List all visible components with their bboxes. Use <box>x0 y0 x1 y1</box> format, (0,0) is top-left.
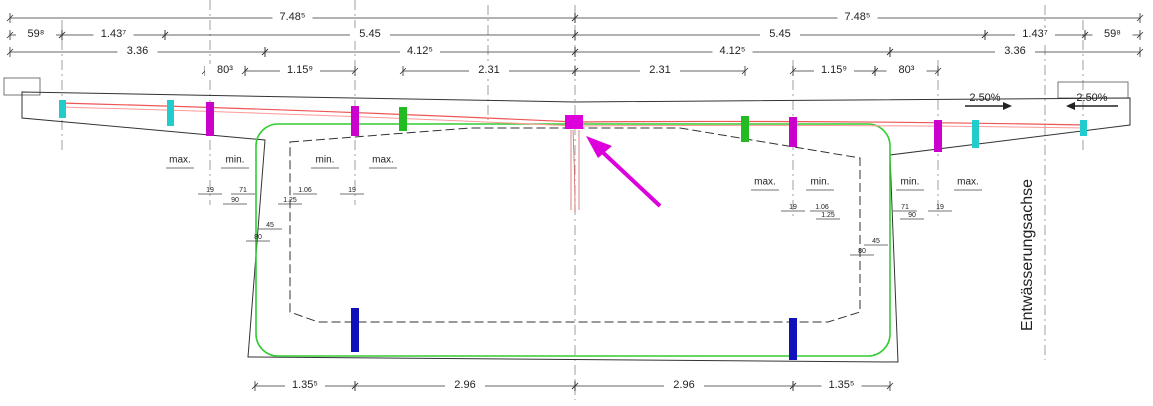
dimension-label: 7.48⁵ <box>280 11 306 23</box>
limit-label: min. <box>226 155 245 166</box>
dimension-label: 1.35⁵ <box>292 379 318 391</box>
dimension-label: 2.31 <box>478 64 499 76</box>
dimension-label: 80³ <box>217 64 233 76</box>
detail-label: 80 <box>858 248 866 255</box>
dimension-label: 2.96 <box>673 379 694 391</box>
dimension-label: 1.15⁹ <box>287 64 313 76</box>
limit-label: max. <box>372 155 394 166</box>
dimension-label: 1.43⁷ <box>101 28 126 40</box>
detail-label: 71 <box>901 204 909 211</box>
detail-label: 45 <box>266 222 274 229</box>
detail-label: 45 <box>872 238 880 245</box>
limit-label: max. <box>754 177 776 188</box>
dimension-label: 1.15⁹ <box>821 64 847 76</box>
dimension-label: 1.43⁷ <box>1022 28 1047 40</box>
dimension-label: 3.36 <box>1004 45 1025 57</box>
dimension-label: 4.12⁵ <box>407 45 433 57</box>
detail-label: 1.25 <box>283 197 297 204</box>
dimension-label: 5.45 <box>769 28 790 40</box>
detail-label: 1.25 <box>821 212 835 219</box>
detail-label: 90 <box>231 197 239 204</box>
axis-lines <box>62 0 1083 400</box>
dimension-label: 2.31 <box>649 64 670 76</box>
dimension-label: 5.45 <box>359 28 380 40</box>
bridge-cross-section: Entwässerungsachse 7.48⁵ 7.48⁵ 59⁸ 1.43⁷ 5.4… <box>0 0 1153 406</box>
dimension-label: 3.36 <box>127 45 148 57</box>
dimension-label: 7.48⁵ <box>845 11 871 23</box>
limit-label: min. <box>811 177 830 188</box>
limit-label: max. <box>957 177 979 188</box>
detail-label: 19 <box>789 204 797 211</box>
limit-label: max. <box>169 155 191 166</box>
dimension-label: 4.12⁵ <box>720 45 746 57</box>
dimension-label: 80³ <box>899 64 915 76</box>
dimension-label: 1.35⁵ <box>829 379 855 391</box>
detail-label: 1.06 <box>298 187 312 194</box>
detail-label: 19 <box>206 187 214 194</box>
limit-label: min. <box>901 177 920 188</box>
slope-label: 2.50% <box>969 92 1000 104</box>
detail-label: 90 <box>908 212 916 219</box>
dimension-label: 59⁸ <box>1104 28 1121 40</box>
detail-label: 80 <box>254 234 262 241</box>
limit-label: min. <box>316 155 335 166</box>
slope-label: 2.50% <box>1076 92 1107 104</box>
dimension-label: 59⁸ <box>28 28 45 40</box>
detail-label: 19 <box>936 204 944 211</box>
detail-label: 71 <box>239 187 247 194</box>
axis-label: Entwässerungsachse <box>1019 179 1036 331</box>
detail-label: 19 <box>348 187 356 194</box>
detail-label: 1.06 <box>815 204 829 211</box>
dimension-label: 2.96 <box>454 379 475 391</box>
